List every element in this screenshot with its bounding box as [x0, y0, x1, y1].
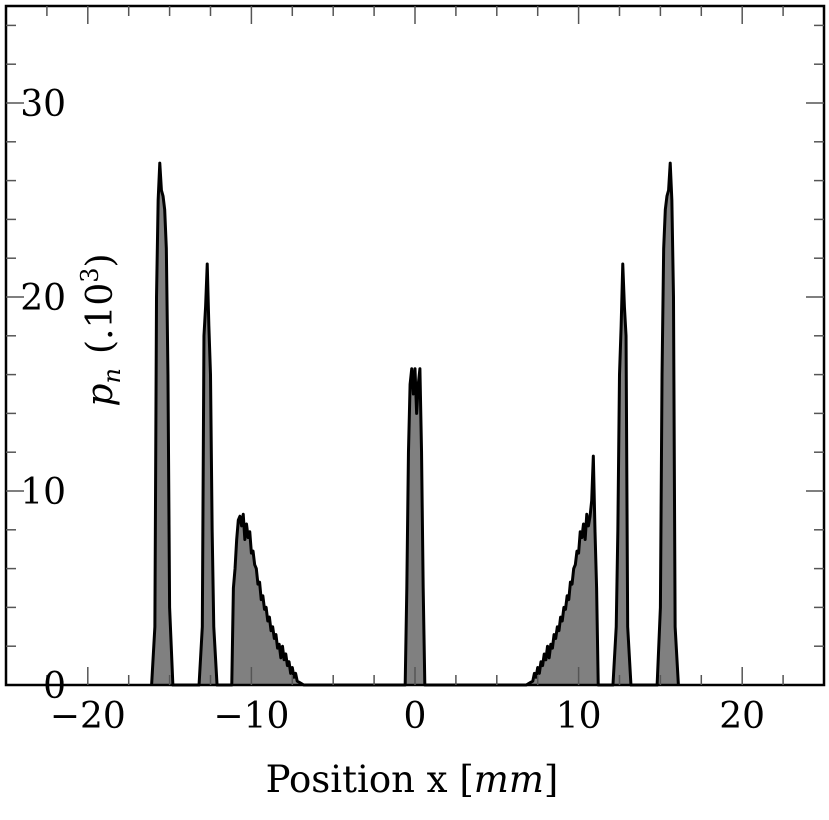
series-0-fill	[151, 163, 679, 685]
y-tick-label: 30	[20, 84, 66, 125]
x-tick-label: 20	[719, 696, 765, 737]
x-tick-label: −10	[213, 696, 289, 737]
x-axis-label: Position x [mm]	[266, 758, 559, 801]
tick-layer	[6, 6, 824, 685]
x-tick-label: 10	[556, 696, 602, 737]
tick-label-layer: −20 −10 0 10 20 0 10 20 30	[20, 84, 765, 737]
y-tick-label: 20	[20, 278, 66, 319]
y-axis-label: pn(.103)	[76, 253, 126, 406]
x-tick-label: −20	[50, 696, 126, 737]
data-layer	[150, 161, 680, 687]
y-tick-label: 0	[43, 666, 66, 707]
y-tick-label: 10	[20, 472, 66, 513]
x-tick-label: 0	[404, 696, 427, 737]
series-0-line	[150, 161, 680, 687]
